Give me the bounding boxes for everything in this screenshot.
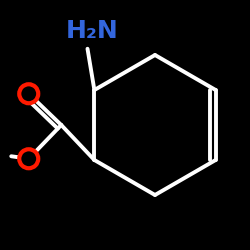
Circle shape: [19, 149, 38, 168]
Text: H₂N: H₂N: [66, 19, 119, 43]
Circle shape: [19, 84, 38, 103]
